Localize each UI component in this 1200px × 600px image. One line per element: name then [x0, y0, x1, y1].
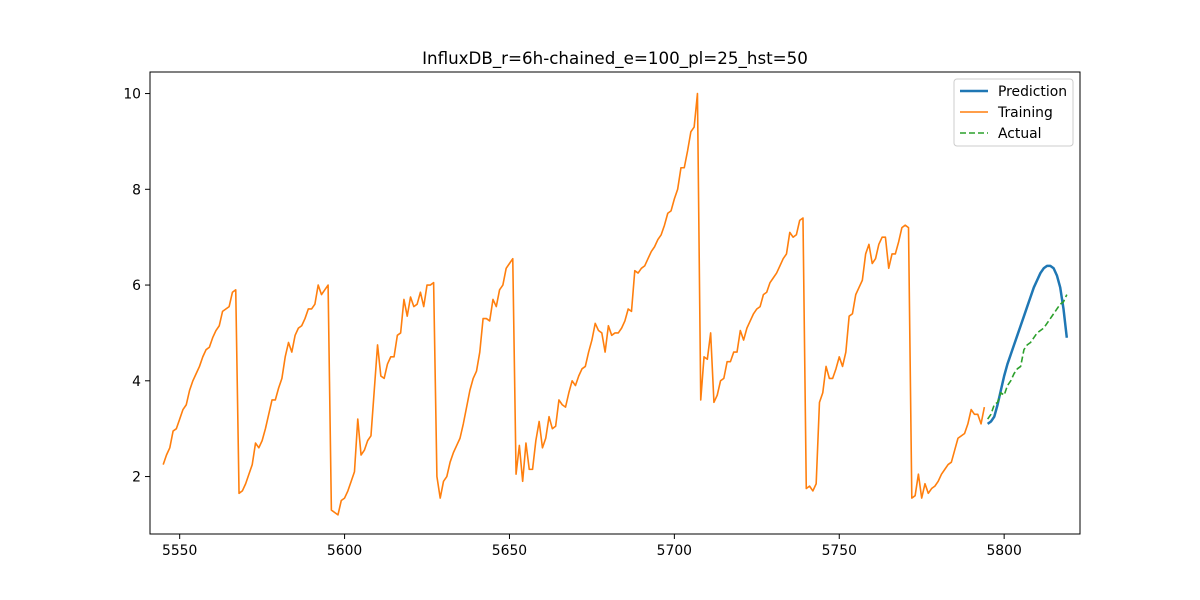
y-tick-label: 4	[132, 374, 141, 390]
legend-label-training: Training	[997, 105, 1053, 121]
chart-title: InfluxDB_r=6h-chained_e=100_pl=25_hst=50	[422, 48, 808, 69]
series-line-prediction	[986, 264, 1069, 425]
x-tick-label: 5550	[162, 543, 197, 559]
plot-area: 5550 5600 5650 5700 5750 5800 2 4 6 8 10	[123, 71, 1081, 559]
x-tick-label: 5650	[492, 543, 527, 559]
x-tick-label: 5800	[986, 543, 1021, 559]
axes-frame	[149, 71, 1081, 535]
legend-label-actual: Actual	[998, 126, 1042, 142]
y-tick-label: 6	[132, 278, 141, 294]
y-tick-label: 2	[132, 470, 141, 486]
x-tick-label: 5750	[822, 543, 857, 559]
legend-box	[953, 78, 1074, 147]
y-tick-label: 10	[123, 87, 141, 103]
x-tick-label: 5600	[327, 543, 362, 559]
legend-label-prediction: Prediction	[998, 84, 1067, 100]
series-line-actual	[987, 294, 1068, 420]
x-tick-label: 5700	[657, 543, 692, 559]
legend: Prediction Training Actual	[953, 78, 1074, 147]
y-tick-label: 8	[132, 182, 141, 198]
series-line-training	[162, 92, 986, 516]
